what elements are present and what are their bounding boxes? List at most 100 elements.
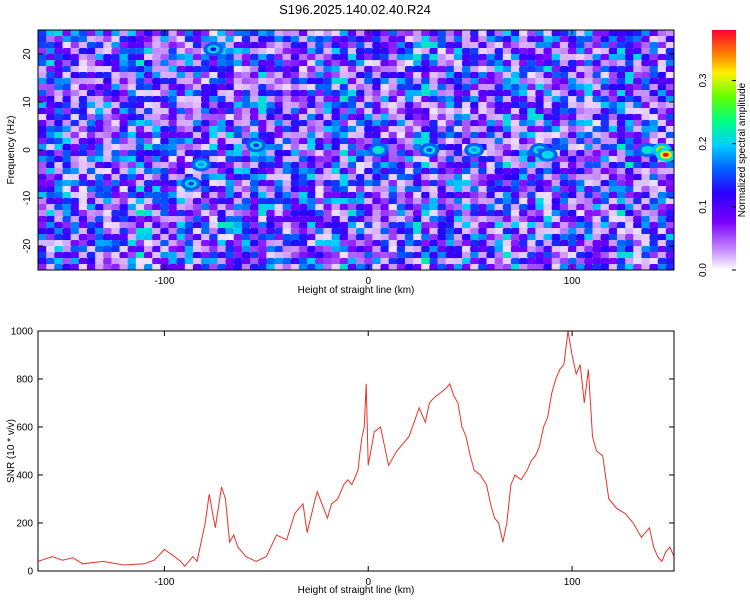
heatmap-cell [364, 174, 373, 181]
heatmap-cell [388, 60, 398, 67]
heatmap-cell [372, 60, 382, 67]
heatmap-cell [519, 228, 528, 235]
heatmap-cell [559, 72, 569, 79]
heatmap-cell [103, 120, 112, 127]
heatmap-cell [437, 150, 447, 157]
heatmap-cell [478, 162, 488, 169]
heatmap-cell [103, 90, 112, 97]
heatmap-cell [625, 180, 634, 187]
heatmap-cell [502, 192, 512, 199]
heatmap-cell [119, 252, 129, 259]
heatmap-cell [111, 144, 121, 151]
heatmap-cell [445, 60, 455, 67]
heatmap-cell [54, 186, 64, 193]
heatmap-cell [209, 126, 218, 133]
heatmap-cell [641, 210, 651, 217]
heatmap-cell [347, 114, 357, 121]
heatmap-cell [665, 240, 674, 247]
heatmap-cell [453, 132, 463, 139]
heatmap-cell [592, 90, 602, 97]
heatmap-cell [584, 132, 594, 139]
heatmap-cell [135, 246, 145, 253]
heatmap-cell [616, 54, 626, 61]
heatmap-cell [364, 120, 373, 127]
heatmap-cell [470, 252, 479, 259]
heatmap-cell [111, 222, 121, 229]
heatmap-cell [168, 132, 178, 139]
heatmap-cell [641, 252, 651, 259]
heatmap-cell [217, 192, 227, 199]
heatmap-cell [152, 120, 161, 127]
heatmap-cell [396, 42, 406, 49]
heatmap-cell [364, 228, 373, 235]
heatmap-cell [413, 240, 422, 247]
heatmap-cell [641, 264, 651, 270]
heatmap-cell [176, 84, 186, 91]
heatmap-cell [616, 210, 626, 217]
heatmap-cell [641, 168, 651, 175]
heatmap-cell [201, 108, 210, 115]
heatmap-cell [616, 246, 626, 253]
heatmap-cell [307, 240, 316, 247]
heatmap-cell [584, 120, 594, 127]
heatmap-cell [404, 84, 414, 91]
heatmap-cell [184, 96, 194, 103]
heatmap-cell [625, 84, 634, 91]
heatmap-cell [445, 222, 455, 229]
heatmap-cell [103, 60, 112, 67]
heatmap-cell [282, 168, 292, 175]
heatmap-cell [201, 186, 210, 193]
heatmap-cell [315, 228, 324, 235]
heatmap-cell [152, 162, 161, 169]
heatmap-cell [217, 126, 227, 133]
heatmap-cell [486, 138, 496, 145]
heatmap-cell [633, 90, 642, 97]
heatmap-cell [225, 96, 235, 103]
heatmap-cell [600, 240, 610, 247]
heatmap-y-tick-label: 0 [22, 147, 33, 153]
heatmap-cell [649, 234, 659, 241]
heatmap-cell [250, 186, 259, 193]
heatmap-cell [127, 60, 137, 67]
heatmap-cell [559, 228, 569, 235]
heatmap-cell [478, 90, 488, 97]
heatmap-cell [356, 222, 365, 229]
heatmap-cell [649, 132, 659, 139]
heatmap-cell [152, 36, 161, 43]
heatmap-cell [641, 138, 651, 145]
heatmap-cell [70, 150, 80, 157]
heatmap-cell [250, 54, 259, 61]
heatmap-cell [413, 216, 422, 223]
heatmap-cell [184, 234, 194, 241]
heatmap-cell [527, 216, 536, 223]
heatmap-cell [421, 132, 430, 139]
heatmap-cell [535, 126, 545, 133]
heatmap-cell [535, 60, 545, 67]
heatmap-cell [633, 120, 642, 127]
heatmap-cell [437, 42, 447, 49]
heatmap-cell [584, 186, 594, 193]
heatmap-cell [323, 180, 333, 187]
heatmap-cell [568, 48, 577, 55]
heatmap-cell [111, 78, 121, 85]
heatmap-cell [568, 156, 577, 163]
heatmap-cell [576, 42, 585, 49]
heatmap-cell [535, 114, 545, 121]
heatmap-cell [616, 66, 626, 73]
heatmap-cell [217, 228, 227, 235]
heatmap-cell [551, 240, 561, 247]
heatmap-cell [592, 252, 602, 259]
heatmap-cell [502, 162, 512, 169]
heatmap-cell [192, 30, 202, 37]
heatmap-cell [274, 258, 284, 265]
heatmap-cell [160, 174, 170, 181]
heatmap-cell [192, 132, 202, 139]
heatmap-cell [307, 72, 316, 79]
heatmap-cell [429, 90, 439, 97]
heatmap-cell [54, 72, 64, 79]
heatmap-cell [168, 84, 178, 91]
snr-series-line [38, 331, 674, 567]
heatmap-cell [600, 192, 610, 199]
heatmap-cell [364, 210, 373, 217]
heatmap-cell [331, 120, 341, 127]
